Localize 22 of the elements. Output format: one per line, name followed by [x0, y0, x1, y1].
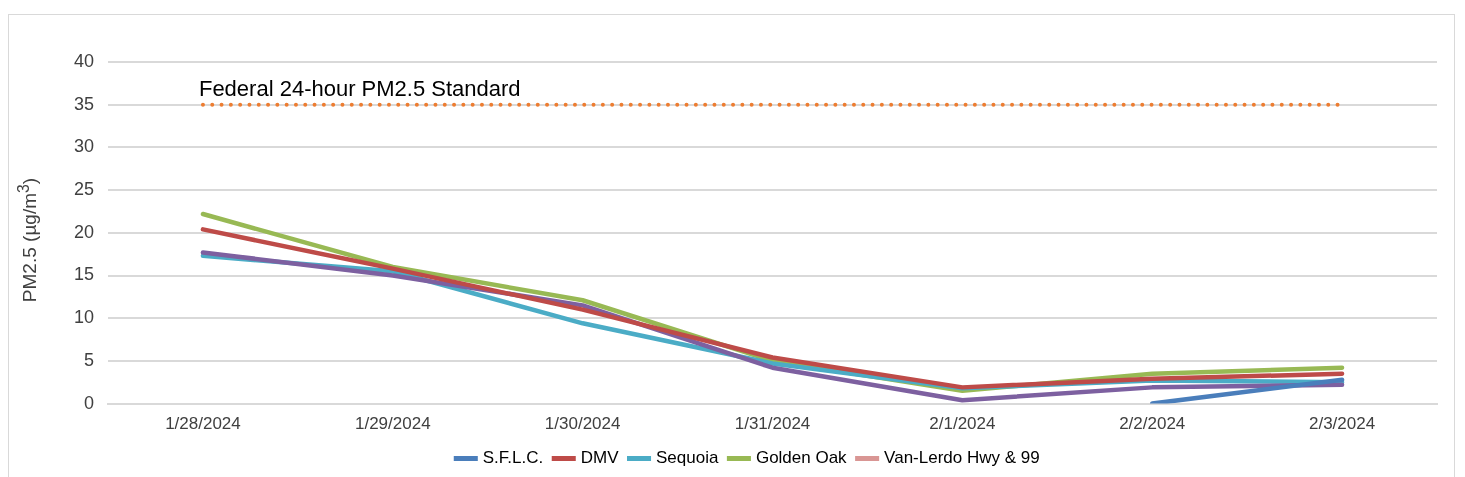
legend-label: DMV [580, 448, 620, 468]
x-tick-label: 1/31/2024 [734, 414, 811, 434]
y-tick-label: 0 [84, 392, 95, 413]
y-tick-label: 40 [73, 50, 95, 71]
legend-label: Golden Oak [755, 448, 848, 468]
legend-label: Sequoia [656, 448, 719, 468]
x-tick-label: 2/1/2024 [929, 414, 996, 434]
y-tick-label: 15 [73, 264, 95, 285]
x-tick-label: 2/2/2024 [1119, 414, 1186, 434]
x-tick-label: 1/29/2024 [354, 414, 431, 434]
ref-line-label: Federal 24-hour PM2.5 Standard [198, 75, 521, 101]
x-tick-label: 1/30/2024 [544, 414, 621, 434]
y-tick-label: 20 [73, 221, 95, 242]
y-tick-label: 35 [73, 93, 95, 114]
y-tick-label: 30 [73, 136, 95, 157]
legend-label: S.F.L.C. [482, 448, 544, 468]
x-tick-label: 1/28/2024 [165, 414, 241, 434]
y-tick-label: 25 [73, 179, 95, 200]
y-tick-label: 10 [73, 307, 95, 328]
y-tick-label: 5 [84, 349, 95, 370]
x-tick-label: 2/3/2024 [1308, 414, 1376, 434]
legend-label: Van-Lerdo Hwy & 99 [884, 448, 1040, 468]
